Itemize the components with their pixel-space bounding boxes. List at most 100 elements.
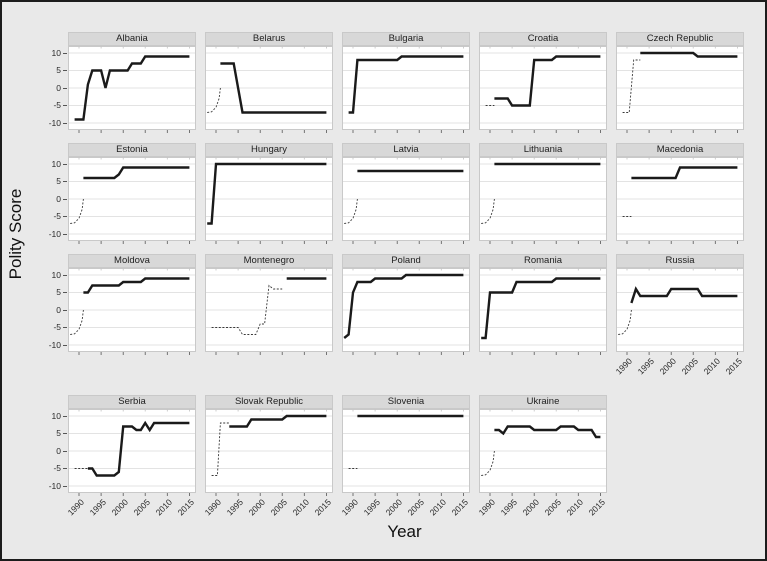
facet-serbia: Serbia 10 5 0 -5 -10 1990 1995 2000 2005 2010 2015 [49, 395, 197, 523]
facet-title-strip: Czech Republic [616, 32, 744, 46]
y-tick-mark [63, 233, 67, 235]
facet-chart [616, 157, 744, 244]
series-solid-polity [348, 55, 464, 114]
x-tick-label: 1995 [635, 356, 657, 377]
facet-plot-area [616, 268, 744, 355]
y-tick-label: -5 [53, 100, 61, 110]
y-tick-label: 0 [56, 82, 61, 93]
y-tick-label: -10 [48, 117, 61, 128]
facet-title: Macedonia [656, 144, 704, 155]
x-tick-label: 2010 [427, 497, 449, 518]
facet-title: Slovak Republic [234, 396, 304, 407]
x-tick-label: 2015 [176, 497, 197, 518]
facet-title-strip: Ukraine [479, 395, 607, 409]
facet-hungary: Hungary [205, 143, 333, 244]
facet-latvia: Latvia [342, 143, 470, 244]
y-tick-mark [63, 433, 67, 434]
facet-chart [342, 157, 470, 244]
y-tick-label: -10 [48, 228, 61, 239]
x-tick-label: 2010 [701, 356, 723, 377]
facet-chart [616, 268, 744, 355]
facet-chart [342, 46, 470, 133]
facet-chart [205, 409, 333, 496]
facet-title: Slovenia [387, 396, 425, 407]
series-solid-polity [630, 286, 738, 304]
facet-montenegro: Montenegro [205, 254, 333, 355]
y-tick-mark [63, 181, 67, 182]
facet-title: Estonia [116, 144, 148, 155]
facet-plot-area [205, 157, 333, 244]
facet-title-strip: Bulgaria [342, 32, 470, 46]
y-tick-label: 10 [51, 410, 61, 421]
y-tick-mark [63, 485, 67, 487]
x-tick-label: 2000 [246, 497, 268, 518]
facet-title: Serbia [118, 396, 146, 407]
facet-plot-area [205, 409, 333, 496]
facet-title-strip: Romania [479, 254, 607, 268]
x-tick-label: 2010 [153, 497, 175, 518]
x-axis-labels: 1990 1995 2000 2005 2010 2015 [613, 352, 745, 382]
facet-plot-area [342, 46, 470, 133]
x-tick-label: 2010 [564, 497, 586, 518]
facet-chart [479, 157, 607, 244]
facet-title: Romania [523, 255, 563, 266]
series-solid-polity [207, 162, 327, 225]
series-solid-polity [74, 55, 190, 121]
y-tick-mark [63, 105, 67, 106]
x-tick-label: 2005 [679, 356, 701, 377]
series-solid-polity [481, 277, 601, 340]
facet-title: Croatia [527, 33, 559, 44]
facet-russia: Russia 1990 1995 2000 2005 2010 2015 [613, 254, 745, 382]
facet-poland: Poland [342, 254, 470, 355]
y-tick-label: 5 [56, 287, 61, 297]
facet-title-strip: Hungary [205, 143, 333, 157]
facet-chart [616, 46, 744, 133]
facet-plot-area [479, 409, 607, 496]
x-axis-labels: 1990 1995 2000 2005 2010 2015 [66, 493, 197, 523]
facet-chart [68, 268, 196, 355]
y-tick-label: -5 [53, 463, 61, 473]
facet-chart [68, 157, 196, 244]
x-axis-labels: 1990 1995 2000 2005 2010 2015 [203, 493, 334, 523]
series-solid-polity [229, 414, 327, 428]
x-tick-label: 2000 [520, 497, 542, 518]
facet-title-strip: Moldova [68, 254, 196, 268]
facet-ukraine: Ukraine 1990 1995 2000 2005 2010 2015 [476, 395, 608, 523]
facet-title-strip: Slovenia [342, 395, 470, 409]
y-tick-mark [63, 87, 67, 89]
y-tick-mark [63, 344, 67, 346]
facet-title: Hungary [251, 144, 287, 155]
facet-slovenia: Slovenia 1990 1995 2000 2005 2010 2015 [340, 395, 470, 523]
facet-chart [68, 46, 196, 133]
facet-estonia: Estonia 10 5 0 -5 -10 [49, 143, 196, 244]
y-tick-label: 10 [51, 269, 61, 280]
x-tick-label: 2015 [587, 497, 608, 518]
x-tick-label: 1990 [613, 356, 635, 377]
x-tick-label: 1990 [476, 497, 498, 518]
facet-title-strip: Poland [342, 254, 470, 268]
facet-title-strip: Croatia [479, 32, 607, 46]
facet-chart [205, 46, 333, 133]
x-tick-label: 2005 [405, 497, 427, 518]
x-tick-label: 2005 [268, 497, 290, 518]
y-tick-label: 0 [56, 193, 61, 204]
facet-belarus: Belarus [205, 32, 333, 133]
series-solid-polity [343, 273, 464, 339]
y-tick-mark [63, 163, 67, 165]
facet-title-strip: Albania [68, 32, 196, 46]
facet-title-strip: Macedonia [616, 143, 744, 157]
series-dashed-interpolated [622, 59, 641, 113]
facet-albania: Albania 10 5 0 -5 -10 [49, 32, 196, 133]
facet-title: Poland [391, 255, 421, 266]
y-tick-label: 0 [56, 445, 61, 456]
y-tick-label: 5 [56, 176, 61, 186]
facet-title-strip: Russia [616, 254, 744, 268]
facet-grid: Albania 10 5 0 -5 -10 Belarus Bulgaria Croatia Cz… [49, 32, 745, 523]
facet-chart [205, 268, 333, 355]
facet-moldova: Moldova 10 5 0 -5 -10 [49, 254, 196, 355]
x-tick-label: 2015 [724, 356, 745, 377]
facet-plot-area [616, 157, 744, 244]
facet-chart [479, 409, 607, 496]
facet-plot-area: 10 5 0 -5 -10 [49, 157, 196, 244]
